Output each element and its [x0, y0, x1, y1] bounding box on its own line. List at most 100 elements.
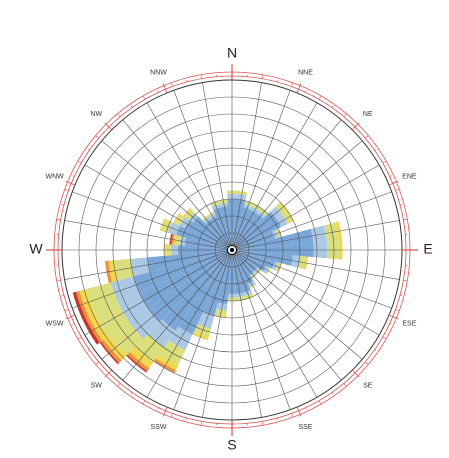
direction-tick [296, 406, 302, 417]
direction-tick [162, 406, 168, 417]
grid-spoke [231, 249, 400, 280]
ring-tick [318, 95, 322, 100]
grid-spoke [231, 249, 291, 410]
grid-spoke [231, 90, 291, 251]
ring-tick [95, 135, 99, 139]
ring-tick [157, 407, 159, 410]
direction-label: NE [363, 111, 373, 118]
ring-tick [276, 79, 278, 83]
ring-tick [291, 413, 294, 418]
grid-spoke [231, 249, 342, 381]
sector-segment [232, 199, 246, 250]
ring-tick [305, 407, 307, 410]
ring-tick [399, 204, 403, 206]
grid-spoke [231, 140, 363, 251]
ring-tick [117, 383, 121, 387]
grid-spoke [64, 220, 233, 251]
ring-tick [365, 361, 369, 365]
direction-label: ENE [402, 173, 417, 180]
ring-tick [261, 74, 264, 79]
grid-spoke [122, 119, 233, 251]
sector-segment [232, 250, 254, 284]
sector-segment [133, 250, 232, 294]
sector-segment [232, 209, 258, 250]
ring-tick [389, 323, 392, 325]
grid-spoke [101, 249, 233, 360]
sector-segment [203, 250, 232, 316]
sector-segment [197, 311, 215, 329]
ring-tick [305, 90, 307, 93]
direction-tick [162, 83, 168, 94]
sector-segment [184, 237, 232, 250]
ring-tick [142, 400, 146, 405]
sector-segment [232, 250, 275, 269]
ring-tick [64, 188, 69, 191]
ring-tick [395, 188, 400, 191]
sector-segment [310, 225, 327, 243]
grid-spoke [231, 82, 262, 251]
grid-spoke [122, 249, 233, 381]
grid-spoke [231, 249, 380, 336]
ring-tick [374, 349, 377, 352]
sector-segment [232, 207, 251, 250]
direction-tick [104, 369, 113, 378]
ring-tick [61, 294, 65, 296]
grid-spoke [231, 249, 392, 309]
direction-label: ESE [402, 320, 416, 327]
direction-label: SSW [151, 424, 167, 431]
sector-segment [162, 250, 232, 331]
ring-tick [56, 218, 61, 221]
grid-spoke [173, 249, 233, 410]
ring-tick [117, 113, 121, 117]
sector-segment [210, 216, 232, 250]
ring-tick [170, 82, 173, 87]
direction-label: NNE [298, 69, 313, 76]
ring-tick [365, 135, 369, 139]
ring-tick [142, 95, 146, 100]
grid-spoke [72, 191, 233, 251]
sector-segment [217, 250, 232, 305]
sector-segment [139, 250, 232, 309]
sector-segment [147, 250, 232, 272]
ring-tick [186, 417, 188, 421]
ring-tick [403, 218, 408, 221]
direction-label: W [29, 241, 43, 257]
grid-spoke [231, 191, 392, 251]
direction-label: WSW [46, 320, 64, 327]
sector-segment [176, 225, 232, 250]
grid-spoke [84, 249, 233, 336]
sector-segment [85, 282, 118, 314]
sector-segment [232, 250, 251, 293]
ring-tick [261, 421, 264, 426]
center-dot [229, 247, 235, 253]
grid-spoke [101, 140, 233, 251]
ring-tick [77, 160, 82, 164]
direction-label: SE [363, 383, 373, 390]
ring-tick [200, 74, 203, 79]
ring-tick [343, 383, 347, 387]
ring-tick [343, 113, 347, 117]
direction-tick [351, 369, 360, 378]
grid-spoke [202, 249, 233, 418]
direction-label: N [227, 45, 237, 61]
sectors [72, 190, 343, 374]
ring-tick [170, 413, 173, 418]
direction-tick [296, 83, 302, 94]
ring-tick [200, 421, 203, 426]
direction-label: S [227, 437, 236, 453]
ring-tick [382, 160, 387, 164]
ring-tick [318, 400, 322, 405]
ring-tick [157, 90, 159, 93]
grid-spoke [84, 164, 233, 251]
direction-tick [65, 314, 76, 320]
direction-tick [351, 122, 360, 131]
ring-tick [72, 175, 75, 177]
grid-spoke [72, 249, 233, 309]
sector-segment [113, 258, 134, 281]
ring-tick [56, 279, 61, 282]
ring-tick [95, 361, 99, 365]
sector-segment [232, 250, 293, 266]
grid-spoke [231, 249, 318, 398]
grid-spoke [173, 90, 233, 251]
ring-tick [276, 417, 278, 421]
